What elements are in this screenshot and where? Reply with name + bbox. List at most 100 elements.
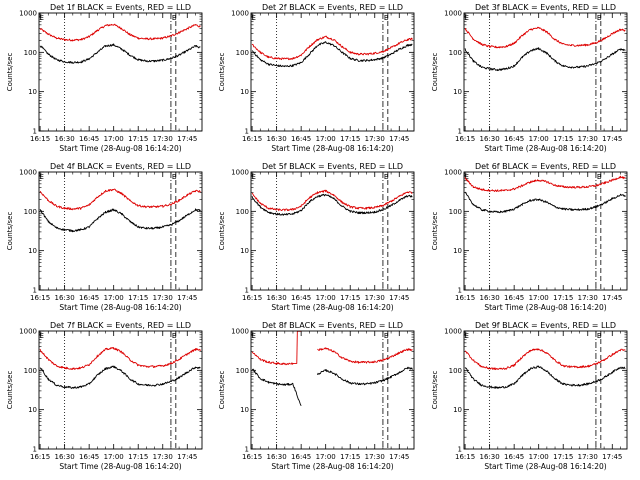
x-axis-label: Start Time (28-Aug-08 16:14:20) (59, 303, 181, 312)
y-tick-label: 1 (458, 287, 462, 295)
x-tick-label: 16:30 (480, 453, 500, 461)
x-tick-label: 17:30 (578, 453, 598, 461)
x-tick-label: 16:45 (79, 135, 99, 143)
marker-label: B (384, 173, 389, 181)
series-line-events (252, 366, 413, 406)
series-line-lld (464, 175, 626, 193)
plot-frame (38, 330, 203, 450)
y-tick-label: 1000 (19, 169, 37, 177)
x-axis-label: Start Time (28-Aug-08 16:14:20) (271, 303, 393, 312)
series-line-events (39, 365, 201, 389)
plot-frame (38, 171, 203, 291)
x-tick-label: 17:45 (389, 135, 409, 143)
x-tick-label: 17:00 (104, 453, 124, 461)
panel-title: Det 2f BLACK = Events, RED = LLD (262, 3, 403, 12)
detector-panel: Det 9f BLACK = Events, RED = LLD Counts/s… (431, 321, 628, 471)
plot-frame (250, 12, 415, 132)
y-tick-label: 1000 (19, 10, 37, 18)
x-tick-label: 17:00 (104, 135, 124, 143)
y-axis-label: Counts/sec (431, 212, 439, 251)
y-tick-label: 100 (449, 367, 462, 375)
marker-label: B (597, 173, 602, 181)
marker-label: B (384, 14, 389, 22)
y-tick-label: 10 (28, 406, 37, 414)
y-axis-label: Counts/sec (218, 212, 226, 251)
y-tick-label: 100 (236, 208, 249, 216)
x-tick-label: 17:15 (128, 294, 148, 302)
y-tick-label: 100 (449, 49, 462, 57)
x-axis-label: Start Time (28-Aug-08 16:14:20) (484, 303, 606, 312)
x-tick-label: 17:00 (529, 135, 549, 143)
marker-label: B (172, 14, 177, 22)
series-line-events (251, 41, 413, 68)
y-tick-label: 10 (240, 406, 249, 414)
x-tick-label: 17:15 (128, 453, 148, 461)
marker-label: E (464, 332, 468, 340)
x-tick-label: 16:15 (242, 135, 262, 143)
x-axis-label: Start Time (28-Aug-08 16:14:20) (271, 462, 393, 471)
y-axis-label: Counts/sec (431, 371, 439, 410)
y-axis-label: Counts/sec (6, 53, 14, 92)
x-tick-label: 17:45 (389, 294, 409, 302)
marker-label: E (39, 332, 43, 340)
x-tick-label: 17:15 (553, 135, 573, 143)
y-tick-label: 10 (28, 247, 37, 255)
y-axis-label: Counts/sec (218, 53, 226, 92)
x-tick-label: 16:15 (30, 135, 50, 143)
y-tick-label: 1 (458, 446, 462, 454)
x-tick-label: 16:30 (55, 294, 75, 302)
y-tick-label: 100 (236, 367, 249, 375)
x-axis-label: Start Time (28-Aug-08 16:14:20) (484, 144, 606, 153)
x-tick-label: 16:15 (455, 453, 475, 461)
plot-frame (463, 12, 628, 132)
y-tick-label: 1000 (231, 10, 249, 18)
x-axis-label: Start Time (28-Aug-08 16:14:20) (271, 144, 393, 153)
y-tick-label: 100 (236, 49, 249, 57)
y-tick-label: 1000 (231, 328, 249, 336)
series-line-lld (39, 347, 201, 370)
y-tick-label: 10 (240, 88, 249, 96)
y-tick-label: 1000 (444, 10, 462, 18)
y-tick-label: 1 (458, 128, 462, 136)
series-line-lld (251, 330, 413, 366)
x-tick-label: 16:15 (242, 453, 262, 461)
x-axis-label: Start Time (28-Aug-08 16:14:20) (59, 144, 181, 153)
y-tick-label: 1 (33, 128, 37, 136)
x-axis-label: Start Time (28-Aug-08 16:14:20) (484, 462, 606, 471)
x-tick-label: 16:15 (455, 135, 475, 143)
y-tick-label: 100 (24, 49, 37, 57)
marker-label: E (251, 332, 255, 340)
panel-title: Det 5f BLACK = Events, RED = LLD (262, 162, 403, 171)
x-tick-label: 16:45 (504, 453, 524, 461)
x-tick-label: 17:45 (602, 294, 622, 302)
series-line-events (464, 191, 626, 214)
x-tick-label: 17:45 (602, 453, 622, 461)
y-tick-label: 1 (245, 128, 249, 136)
x-tick-label: 17:45 (177, 135, 197, 143)
y-tick-label: 10 (453, 88, 462, 96)
series-line-events (39, 208, 201, 233)
y-tick-label: 10 (240, 247, 249, 255)
x-tick-label: 17:45 (602, 135, 622, 143)
marker-label: B (597, 332, 602, 340)
y-tick-label: 10 (453, 406, 462, 414)
panel-title: Det 4f BLACK = Events, RED = LLD (50, 162, 191, 171)
panel-title: Det 6f BLACK = Events, RED = LLD (475, 162, 616, 171)
x-axis-label: Start Time (28-Aug-08 16:14:20) (59, 462, 181, 471)
marker-label: B (172, 173, 177, 181)
x-tick-label: 17:30 (578, 294, 598, 302)
x-tick-label: 16:30 (480, 135, 500, 143)
marker-label: E (464, 173, 468, 181)
marker-label: E (251, 14, 255, 22)
detector-panel: Det 8f BLACK = Events, RED = LLD Counts/s… (218, 321, 415, 471)
x-tick-label: 17:15 (128, 135, 148, 143)
series-line-lld (39, 23, 201, 42)
panel-title: Det 7f BLACK = Events, RED = LLD (50, 321, 191, 330)
x-tick-label: 16:30 (480, 294, 500, 302)
x-tick-label: 17:00 (104, 294, 124, 302)
y-tick-label: 1 (245, 446, 249, 454)
marker-label: B (172, 332, 177, 340)
y-tick-label: 1 (245, 287, 249, 295)
x-tick-label: 17:15 (340, 453, 360, 461)
